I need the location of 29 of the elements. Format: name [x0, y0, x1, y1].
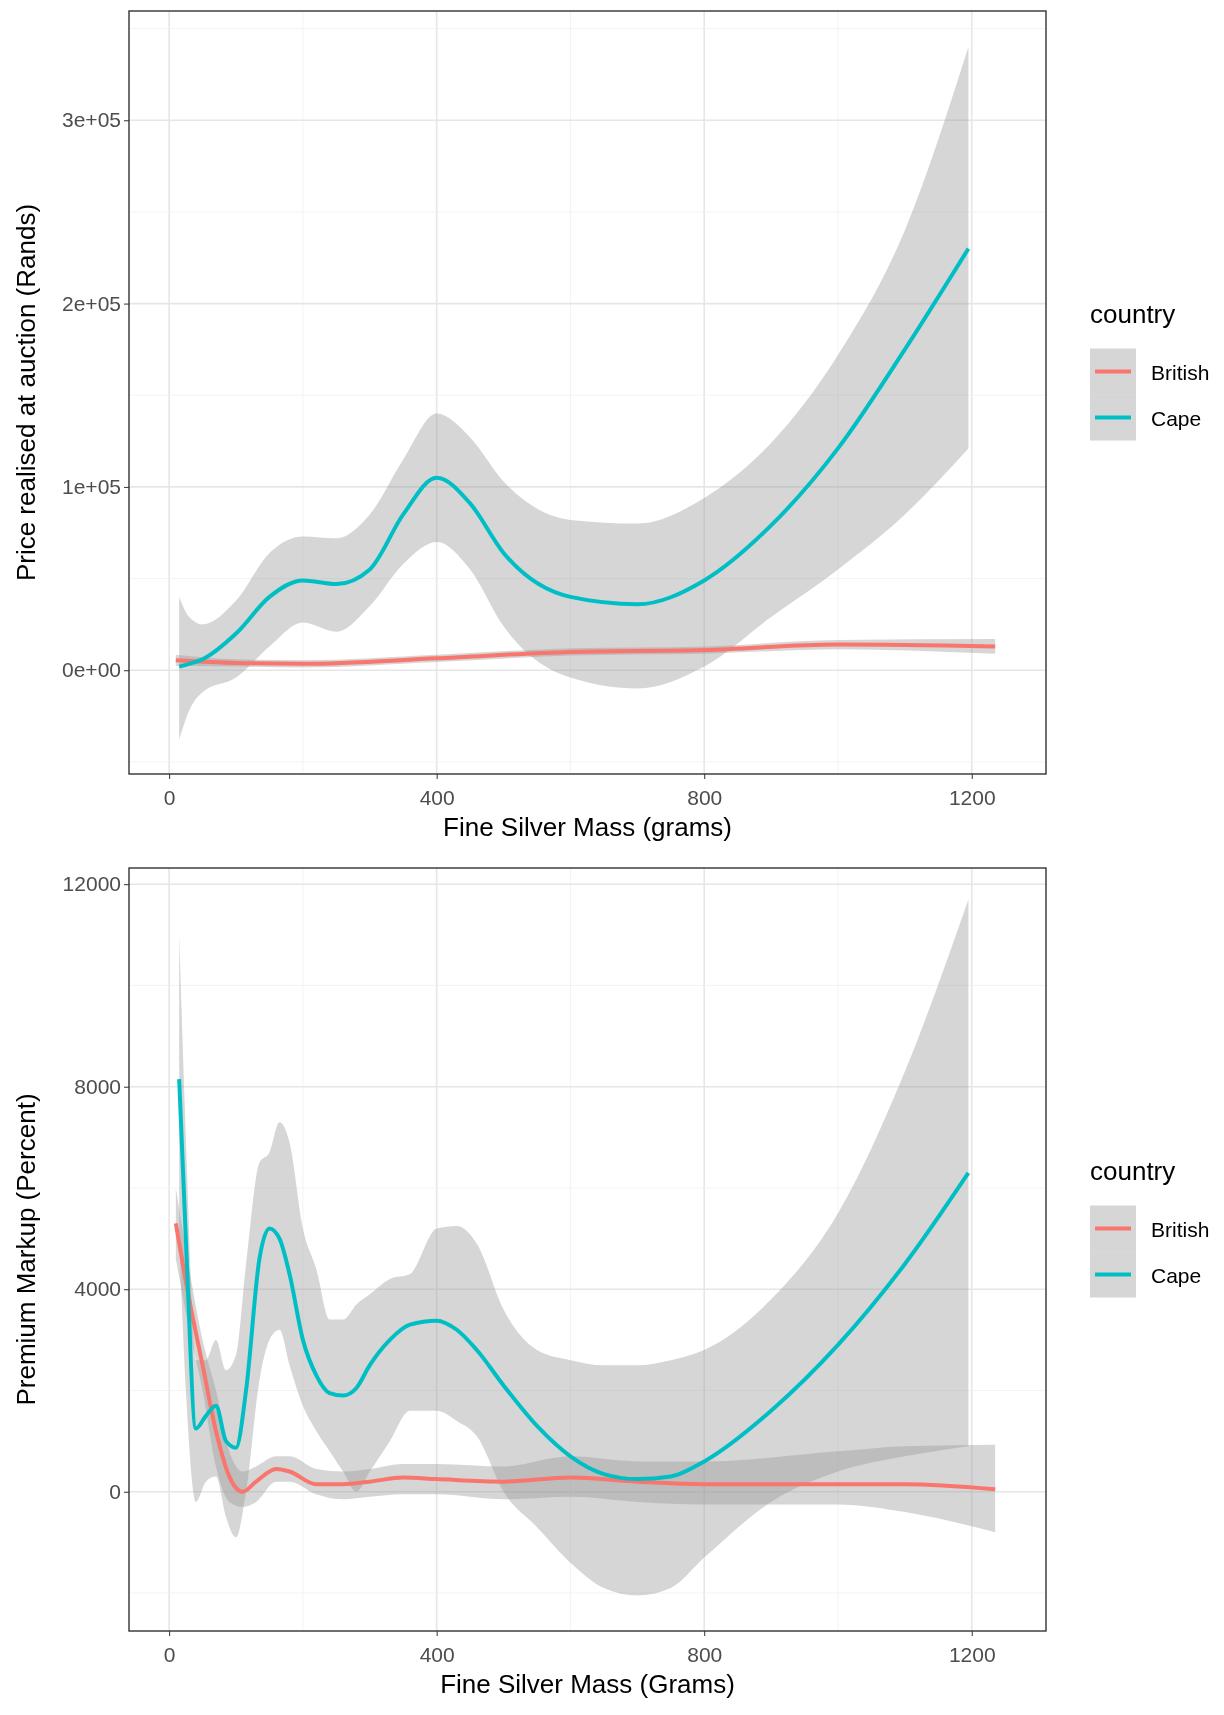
- line-series: [177, 1077, 971, 1482]
- x-tick-label: 400: [419, 786, 455, 810]
- y-tick-label: 12000: [62, 872, 121, 896]
- x-tick-label: 800: [687, 786, 723, 810]
- x-axis-title: Fine Silver Mass (Grams): [440, 1669, 735, 1699]
- y-tick-label: 1e+05: [62, 475, 121, 499]
- legend-title: country: [1090, 298, 1176, 329]
- legend-label: British: [1151, 1217, 1210, 1241]
- legend-label: Cape: [1151, 1263, 1202, 1287]
- x-tick-label: 400: [419, 1643, 455, 1667]
- x-tick-label: 800: [687, 1643, 723, 1667]
- legend-label: British: [1151, 360, 1210, 384]
- y-tick-label: 0: [109, 1479, 121, 1503]
- y-tick-label: 3e+05: [62, 108, 121, 132]
- y-tick-label: 0e+00: [62, 658, 121, 682]
- x-axis-title: Fine Silver Mass (grams): [443, 812, 732, 842]
- line-series: [173, 1221, 998, 1494]
- y-tick-label: 2e+05: [62, 291, 121, 315]
- y-tick-label: 8000: [74, 1074, 121, 1098]
- x-tick-label: 1200: [948, 1643, 996, 1667]
- y-tick-label: 4000: [74, 1277, 121, 1301]
- legend-label: Cape: [1151, 406, 1202, 430]
- x-tick-label: 0: [163, 786, 176, 810]
- x-tick-label: 0: [163, 1643, 176, 1667]
- line-series: [177, 246, 971, 669]
- y-axis-title: Premium Markup (Percent): [11, 1093, 41, 1406]
- y-axis-title: Price realised at auction (Rands): [11, 203, 41, 582]
- legend-title: country: [1090, 1155, 1176, 1186]
- x-tick-label: 1200: [948, 786, 996, 810]
